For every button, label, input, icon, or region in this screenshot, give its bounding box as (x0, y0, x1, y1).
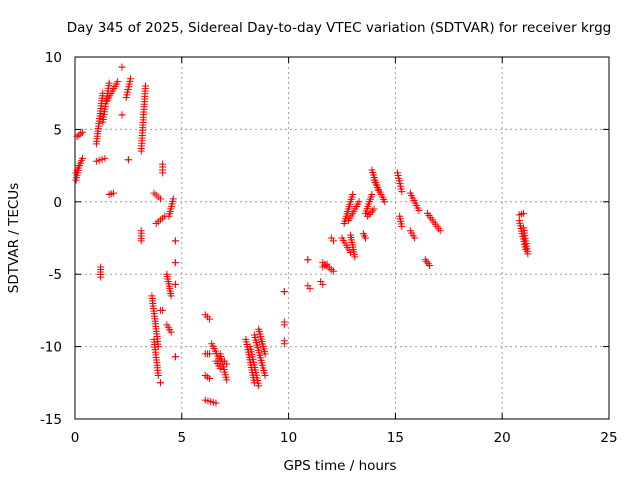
y-tick-label: -5 (49, 267, 62, 283)
data-point (323, 260, 331, 268)
x-tick-labels: 0 5 10 15 20 25 (71, 430, 618, 446)
data-point (355, 198, 363, 206)
data-point (415, 206, 423, 214)
data-point (141, 82, 149, 90)
x-tick-label: 25 (600, 430, 617, 446)
x-tick-label: 5 (178, 430, 187, 446)
data-point (77, 130, 85, 138)
data-point (105, 79, 113, 87)
data-point (206, 315, 214, 323)
x-axis-label: GPS time / hours (283, 458, 396, 474)
data-point (520, 209, 528, 217)
data-point (171, 280, 179, 288)
data-point (522, 246, 530, 254)
data-point (261, 372, 269, 380)
data-point (370, 205, 378, 213)
data-point (169, 195, 177, 203)
data-point (98, 155, 106, 163)
data-point (280, 321, 288, 329)
data-point (114, 78, 122, 86)
data-point (398, 188, 406, 196)
x-tick-label: 10 (280, 430, 297, 446)
data-point (398, 222, 406, 230)
plot-frame (74, 56, 610, 420)
data-point (436, 227, 444, 235)
data-point (351, 253, 359, 261)
data-point (411, 234, 419, 242)
x-tick-label: 20 (494, 430, 511, 446)
data-point (329, 267, 337, 275)
data-point (255, 382, 263, 390)
y-tick-label: 0 (53, 195, 62, 211)
axis-ticks (74, 56, 610, 420)
data-point (329, 237, 337, 245)
data-point (75, 131, 83, 139)
data-point (223, 376, 231, 384)
chart-title: Day 345 of 2025, Sidereal Day-to-day VTE… (67, 20, 611, 36)
data-point (223, 360, 231, 368)
data-point (364, 212, 372, 220)
data-point (319, 280, 327, 288)
data-point (171, 259, 179, 267)
data-point (306, 285, 314, 293)
data-point (78, 128, 86, 136)
data-point (156, 379, 164, 387)
data-point (73, 133, 81, 141)
data-point (75, 162, 83, 170)
data-point (304, 256, 312, 264)
y-tick-label: 10 (45, 50, 62, 66)
data-point (97, 273, 105, 281)
data-point (171, 353, 179, 361)
data-point (367, 209, 375, 217)
data-point (206, 350, 214, 358)
data-point (124, 156, 132, 164)
data-point (78, 154, 86, 162)
data-point (216, 364, 224, 372)
y-tick-label: 5 (53, 122, 62, 138)
data-point (101, 154, 109, 162)
y-tick-labels: -15 -10 -5 0 5 10 (40, 50, 62, 428)
data-point (368, 207, 376, 215)
data-point (156, 195, 164, 203)
grid-lines (75, 57, 609, 419)
data-point (365, 210, 373, 218)
data-point (261, 350, 269, 358)
data-point (95, 156, 103, 164)
data-point (127, 75, 135, 83)
data-point (154, 343, 162, 351)
data-point (426, 262, 434, 270)
data-point (159, 160, 167, 168)
data-point (171, 237, 179, 245)
data-point (349, 191, 357, 199)
data-point (154, 372, 162, 380)
y-axis-label: SDTVAR / TECUs (6, 183, 22, 293)
data-point (109, 189, 117, 197)
y-tick-label: -15 (40, 412, 62, 428)
data-point (381, 198, 389, 206)
data-point (137, 237, 145, 245)
y-tick-label: -10 (40, 340, 62, 356)
data-point (280, 340, 288, 348)
data-point (92, 157, 100, 165)
data-point (524, 250, 532, 258)
data-point (159, 306, 167, 314)
data-points (72, 63, 532, 407)
data-point (167, 292, 175, 300)
data-point (167, 328, 175, 336)
data-point (118, 111, 126, 119)
data-point (280, 288, 288, 296)
data-point (206, 374, 214, 382)
x-tick-label: 0 (71, 430, 80, 446)
x-tick-label: 15 (387, 430, 404, 446)
data-point (361, 234, 369, 242)
data-point (368, 191, 376, 199)
data-point (212, 399, 220, 407)
data-point (118, 63, 126, 71)
